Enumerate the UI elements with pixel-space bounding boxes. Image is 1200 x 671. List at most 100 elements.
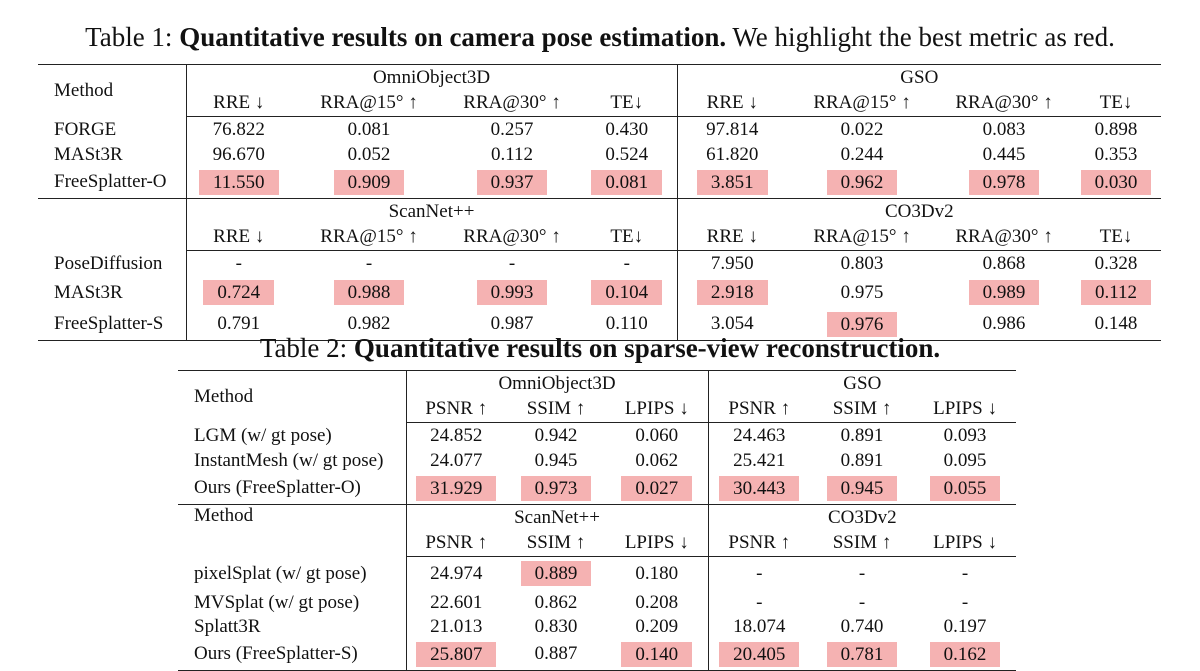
best-value-highlight: 31.929	[416, 475, 497, 501]
table2-section-a-body: LGM (w/ gt pose) 24.852 0.942 0.060 24.463 0.…	[178, 422, 1016, 505]
value-cell: 0.993	[447, 277, 577, 309]
value-cell: 0.830	[534, 615, 578, 637]
value-cell: 0.791	[186, 308, 291, 341]
value-cell: 0.140	[606, 638, 709, 671]
metric-header: LPIPS ↓	[914, 530, 1017, 557]
dataset-header: OmniObject3D	[406, 370, 709, 397]
metric-header: LPIPS ↓	[606, 530, 709, 557]
table-row: PoseDiffusion - - - - 7.950 0.803 0.868 0.328	[38, 250, 1161, 277]
best-value-highlight: 0.989	[968, 280, 1040, 305]
value-cell: 0.081	[347, 118, 391, 140]
best-value-highlight: 0.909	[333, 169, 405, 195]
metric-header: RRA@30° ↑	[447, 224, 577, 251]
value-cell: 0.209	[606, 614, 709, 639]
value-cell: -	[961, 562, 969, 584]
value-cell: 0.180	[606, 556, 709, 591]
best-value-highlight: 0.988	[333, 280, 405, 305]
metric-header: RRA@15° ↑	[787, 224, 938, 251]
value-cell: 96.670	[212, 143, 265, 165]
metric-header: RRA@30° ↑	[447, 90, 577, 117]
value-cell: 0.976	[787, 308, 938, 341]
value-cell: 0.891	[840, 449, 884, 471]
table2-caption-prefix: Table 2:	[259, 333, 348, 363]
value-cell: 18.074	[733, 615, 786, 637]
value-cell: 0.052	[347, 143, 391, 165]
best-value-highlight: 0.112	[1081, 280, 1152, 305]
reconstruction-table: Method OmniObject3D GSO PSNR ↑ SSIM ↑ LP…	[178, 370, 1017, 671]
value-cell: 0.942	[534, 424, 578, 446]
metric-header: RRA@30° ↑	[937, 224, 1072, 251]
value-cell: 0.257	[490, 118, 534, 140]
table1-section-a-body: FORGE 76.822 0.081 0.257 0.430 97.814 0.022 0.0…	[38, 116, 1161, 199]
metric-header: RRA@15° ↑	[291, 90, 447, 117]
value-cell: 0.937	[447, 167, 577, 199]
value-cell: 0.112	[1071, 277, 1161, 309]
value-cell: 0.055	[914, 473, 1016, 505]
value-cell: 24.463	[733, 424, 786, 446]
value-cell: -	[577, 250, 678, 277]
value-cell: 25.421	[733, 449, 786, 471]
value-cell: 0.978	[937, 167, 1071, 199]
metric-header: SSIM ↑	[810, 396, 915, 423]
table2-caption-title: Quantitative results on sparse-view reco…	[353, 333, 941, 363]
best-value-highlight: 0.962	[826, 169, 898, 195]
method-cell: MASt3R	[38, 142, 187, 167]
value-cell: 76.822	[212, 118, 265, 140]
metric-header: SSIM ↑	[810, 530, 915, 557]
value-cell: 0.162	[914, 638, 1017, 671]
empty-method-cell	[38, 224, 187, 251]
value-cell: 0.081	[577, 166, 678, 199]
table-row: Splatt3R 21.013 0.830 0.209 18.074 0.740 0.197	[178, 614, 1016, 639]
value-cell: -	[858, 562, 866, 584]
value-cell: 25.807	[406, 638, 506, 671]
best-value-highlight: 0.978	[968, 169, 1040, 195]
method-cell: Ours (FreeSplatter-O)	[178, 472, 407, 505]
metric-header: RRE ↓	[186, 224, 291, 251]
best-value-highlight: 0.081	[591, 169, 663, 195]
metric-header: SSIM ↑	[506, 396, 606, 423]
value-cell: -	[365, 252, 373, 274]
value-cell: 0.962	[787, 167, 937, 199]
value-cell: -	[756, 562, 763, 584]
value-cell: 0.445	[982, 143, 1026, 165]
value-cell: 0.868	[982, 252, 1026, 274]
table-row: Ours (FreeSplatter-O) 31.929 0.973 0.027 30.…	[178, 472, 1016, 505]
best-value-highlight: 0.104	[591, 280, 663, 305]
metric-header: SSIM ↑	[506, 530, 606, 557]
method-header: Method	[178, 504, 407, 557]
best-value-highlight: 0.976	[826, 311, 898, 337]
metric-header: TE↓	[577, 224, 678, 251]
table1-caption-title: Quantitative results on camera pose esti…	[179, 22, 727, 52]
value-cell: 0.945	[810, 473, 914, 505]
best-value-highlight: 0.973	[520, 475, 592, 501]
dataset-header: ScanNet++	[186, 198, 678, 225]
value-cell: 0.989	[937, 277, 1071, 309]
value-cell: 0.353	[1094, 143, 1138, 165]
value-cell: 0.208	[606, 590, 709, 615]
metric-header: LPIPS ↓	[914, 396, 1017, 423]
value-cell: 0.083	[982, 118, 1026, 140]
value-cell: -	[508, 252, 516, 274]
method-cell: MVSplat (w/ gt pose)	[178, 590, 407, 615]
best-value-highlight: 0.055	[929, 475, 1001, 501]
table1-caption-note: We highlight the best metric as red.	[732, 22, 1115, 52]
best-value-highlight: 30.443	[719, 475, 800, 501]
value-cell: 0.945	[534, 449, 578, 471]
method-cell: MASt3R	[38, 276, 187, 309]
empty-method-cell	[38, 198, 187, 225]
method-header: Method	[178, 370, 407, 423]
dataset-header: CO3Dv2	[708, 504, 1017, 531]
method-cell: InstantMesh (w/ gt pose)	[178, 448, 407, 473]
metric-header: PSNR ↑	[708, 530, 811, 557]
value-cell: 0.909	[291, 167, 447, 199]
best-value-highlight: 2.918	[696, 280, 768, 305]
best-value-highlight: 11.550	[198, 169, 279, 195]
pose-estimation-table: Method OmniObject3D GSO RRE ↓ RRA@15° ↑ …	[38, 64, 1162, 341]
value-cell: 22.601	[430, 591, 483, 613]
value-cell: 30.443	[708, 473, 810, 505]
value-cell: -	[858, 591, 866, 613]
best-value-highlight: 0.724	[203, 280, 275, 305]
method-cell: FreeSplatter-O	[38, 166, 187, 199]
value-cell: 20.405	[708, 638, 811, 671]
best-value-highlight: 0.937	[476, 169, 548, 195]
